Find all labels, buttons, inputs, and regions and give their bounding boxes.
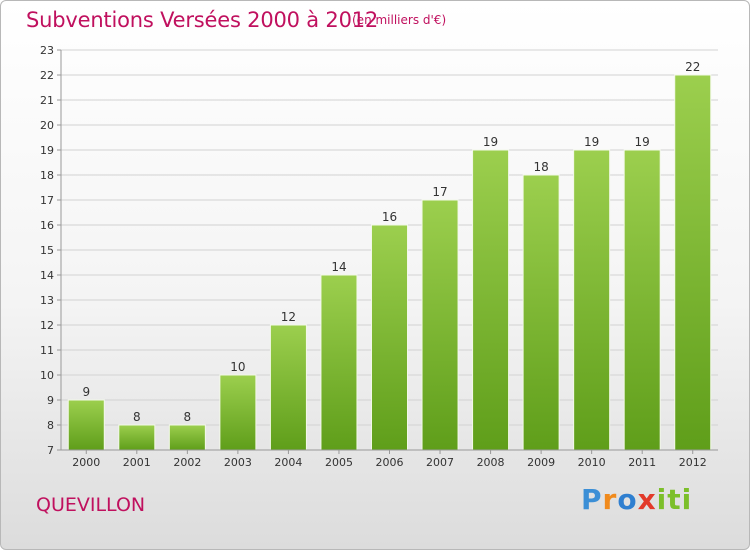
x-tick-label: 2010: [578, 456, 606, 469]
bar-value-label: 22: [685, 60, 700, 74]
y-tick-label: 10: [40, 369, 54, 382]
x-tick-label: 2007: [426, 456, 454, 469]
y-tick-label: 20: [40, 119, 54, 132]
bar-value-label: 16: [382, 210, 397, 224]
bar: [522, 174, 560, 451]
bar: [371, 224, 408, 451]
bar-value-label: 12: [281, 310, 296, 324]
x-tick-label: 2011: [628, 456, 656, 469]
x-tick-label: 2000: [72, 456, 100, 469]
y-tick-label: 7: [47, 444, 54, 457]
bar: [573, 149, 611, 451]
bar-value-label: 18: [533, 160, 548, 174]
town-name: QUEVILLON: [36, 494, 146, 516]
x-tick-label: 2006: [376, 456, 404, 469]
bar-value-label: 19: [584, 135, 599, 149]
y-tick-label: 11: [40, 344, 54, 357]
proxiti-logo: Proxiti: [581, 483, 693, 516]
y-tick-label: 22: [40, 69, 54, 82]
x-tick-label: 2012: [679, 456, 707, 469]
x-tick-label: 2008: [477, 456, 505, 469]
y-tick-label: 18: [40, 169, 54, 182]
x-tick-label: 2001: [123, 456, 151, 469]
y-tick-label: 23: [40, 44, 54, 57]
bar-value-label: 19: [483, 135, 498, 149]
bar: [623, 149, 661, 451]
bar: [472, 149, 510, 451]
y-tick-label: 19: [40, 144, 54, 157]
y-tick-label: 21: [40, 94, 54, 107]
y-tick-label: 13: [40, 294, 54, 307]
bar: [674, 74, 712, 451]
chart-unit: (en milliers d'€): [352, 13, 447, 27]
bar-value-label: 17: [432, 185, 447, 199]
y-tick-label: 17: [40, 194, 54, 207]
bar: [320, 274, 358, 451]
bar-value-label: 8: [133, 410, 141, 424]
y-tick-label: 15: [40, 244, 54, 257]
bar: [219, 374, 257, 451]
bar-value-label: 9: [82, 385, 90, 399]
x-tick-label: 2002: [173, 456, 201, 469]
y-tick-label: 12: [40, 319, 54, 332]
bar-value-label: 14: [331, 260, 346, 274]
axes: 7 8 9 10 11 12 13 14 15 16 17 18 19 20 21 22 23 2000 2001 2…: [40, 44, 718, 469]
x-tick-label: 2004: [274, 456, 302, 469]
y-tick-label: 9: [47, 394, 54, 407]
bar: [168, 424, 206, 451]
bar: [67, 399, 105, 451]
bar: [269, 324, 307, 451]
bar: [118, 424, 156, 451]
bars: 9 8 8 10 12 14 16 17 19 18 19 19 22: [67, 60, 712, 451]
chart-title: Subventions Versées 2000 à 2012: [26, 8, 379, 32]
y-tick-label: 14: [40, 269, 54, 282]
bar-value-label: 10: [230, 360, 245, 374]
x-tick-label: 2005: [325, 456, 353, 469]
bar-value-label: 19: [635, 135, 650, 149]
y-tick-label: 16: [40, 219, 54, 232]
x-tick-label: 2009: [527, 456, 555, 469]
y-tick-label: 8: [47, 419, 54, 432]
bar: [421, 199, 459, 451]
x-tick-label: 2003: [224, 456, 252, 469]
bar-value-label: 8: [184, 410, 192, 424]
